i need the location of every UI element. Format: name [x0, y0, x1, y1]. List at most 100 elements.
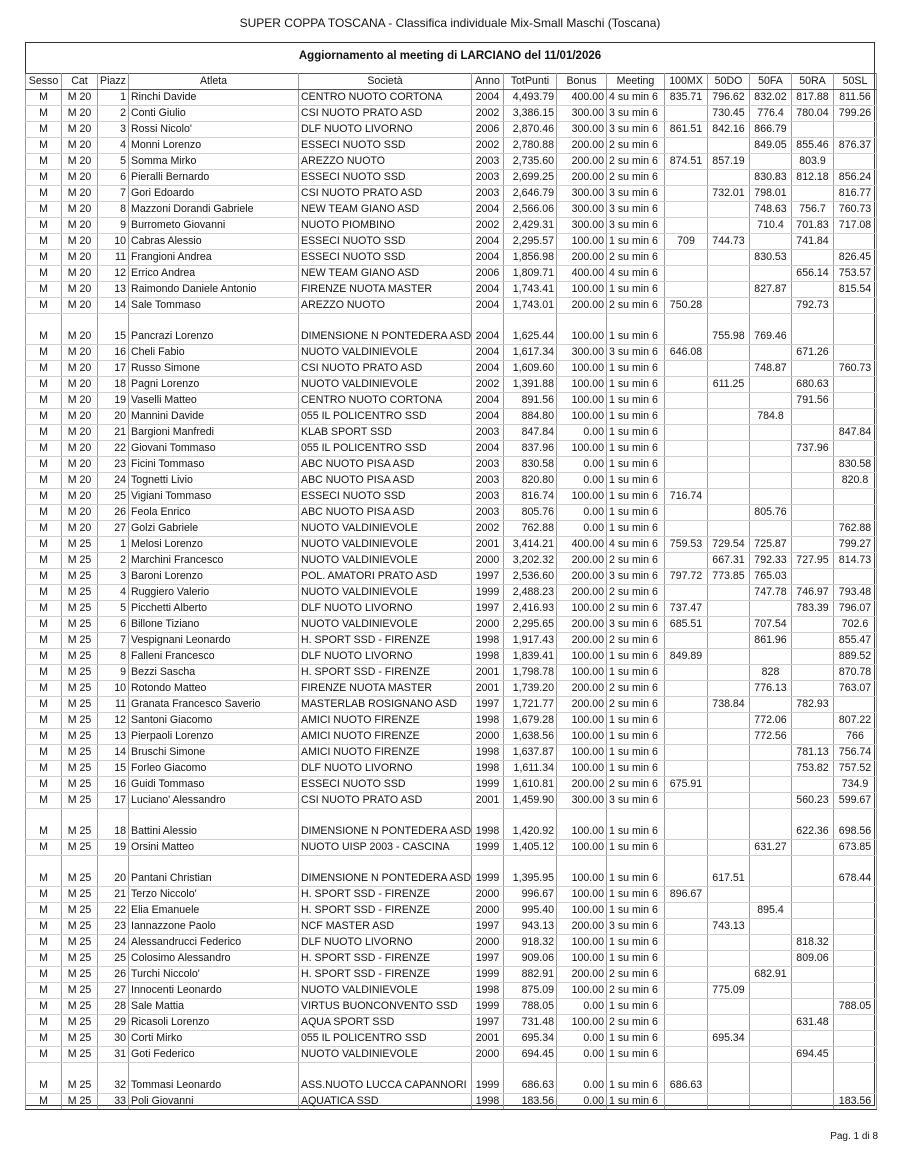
- cell-50ra: [791, 632, 834, 649]
- cell-50fa: [749, 472, 792, 489]
- cell-sesso: M: [25, 616, 62, 633]
- cell-totpunti: 1,459.90: [503, 792, 557, 809]
- cell-50do: [707, 902, 750, 919]
- cell-100mx: [664, 520, 708, 537]
- cell-50ra: [791, 918, 834, 935]
- cell-anno: 1998: [471, 744, 504, 761]
- cell-50ra: 656.14: [791, 265, 834, 282]
- cell-50ra: 671.26: [791, 344, 834, 361]
- cell-piazz: 11: [97, 696, 129, 713]
- cell-50ra: [791, 424, 834, 441]
- cell-piazz: 22: [97, 440, 129, 457]
- cell-cat: M 25: [61, 950, 98, 967]
- cell-bonus: 200.00: [556, 552, 607, 569]
- cell-atleta: Falleni Francesco: [128, 648, 299, 665]
- cell-sesso: M: [25, 1062, 62, 1094]
- cell-50sl: 876.37: [833, 137, 877, 154]
- cell-sesso: M: [25, 808, 62, 840]
- cell-societa: NUOTO UISP 2003 - CASCINA: [298, 839, 472, 856]
- cell-totpunti: 694.45: [503, 1046, 557, 1063]
- cell-societa: VIRTUS BUONCONVENTO SSD: [298, 998, 472, 1015]
- cell-100mx: [664, 1030, 708, 1047]
- column-header-meeting: Meeting: [606, 73, 665, 90]
- cell-sesso: M: [25, 185, 62, 202]
- cell-50fa: 631.27: [749, 839, 792, 856]
- column-header-bonus: Bonus: [556, 73, 607, 90]
- cell-totpunti: 1,798.78: [503, 664, 557, 681]
- cell-50do: [707, 1046, 750, 1063]
- cell-50sl: [833, 966, 877, 983]
- cell-meeting: 2 su min 6: [606, 966, 665, 983]
- cell-50sl: [833, 1030, 877, 1047]
- cell-cat: M 25: [61, 934, 98, 951]
- cell-50do: [707, 472, 750, 489]
- cell-50fa: 769.46: [749, 313, 792, 345]
- cell-meeting: 1 su min 6: [606, 360, 665, 377]
- cell-sesso: M: [25, 1093, 62, 1110]
- cell-piazz: 5: [97, 153, 129, 170]
- cell-50sl: 673.85: [833, 839, 877, 856]
- cell-sesso: M: [25, 344, 62, 361]
- cell-50do: [707, 966, 750, 983]
- cell-atleta: Turchi Niccolo': [128, 966, 299, 983]
- cell-sesso: M: [25, 472, 62, 489]
- cell-50do: [707, 998, 750, 1015]
- cell-cat: M 20: [61, 121, 98, 138]
- cell-50sl: 799.27: [833, 536, 877, 553]
- cell-totpunti: 1,721.77: [503, 696, 557, 713]
- cell-anno: 2003: [471, 504, 504, 521]
- cell-cat: M 20: [61, 392, 98, 409]
- cell-bonus: 0.00: [556, 1062, 607, 1094]
- cell-atleta: Pantani Christian: [128, 855, 299, 887]
- cell-piazz: 26: [97, 504, 129, 521]
- cell-piazz: 15: [97, 760, 129, 777]
- cell-cat: M 25: [61, 568, 98, 585]
- cell-100mx: [664, 504, 708, 521]
- cell-anno: 2000: [471, 552, 504, 569]
- cell-100mx: [664, 760, 708, 777]
- cell-societa: ASS.NUOTO LUCCA CAPANNORI: [298, 1062, 472, 1094]
- column-header-anno: Anno: [471, 73, 504, 90]
- cell-sesso: M: [25, 680, 62, 697]
- cell-anno: 1998: [471, 648, 504, 665]
- cell-50sl: 815.54: [833, 281, 877, 298]
- cell-sesso: M: [25, 376, 62, 393]
- cell-atleta: Conti Giulio: [128, 105, 299, 122]
- cell-50do: 842.16: [707, 121, 750, 138]
- cell-50fa: [749, 456, 792, 473]
- column-header-totpunti: TotPunti: [503, 73, 557, 90]
- cell-meeting: 3 su min 6: [606, 616, 665, 633]
- cell-atleta: Tognetti Livio: [128, 472, 299, 489]
- cell-cat: M 25: [61, 982, 98, 999]
- cell-50fa: [749, 1046, 792, 1063]
- cell-anno: 2003: [471, 472, 504, 489]
- cell-sesso: M: [25, 169, 62, 186]
- cell-100mx: [664, 696, 708, 713]
- cell-sesso: M: [25, 934, 62, 951]
- cell-societa: AMICI NUOTO FIRENZE: [298, 744, 472, 761]
- cell-50do: [707, 424, 750, 441]
- cell-piazz: 6: [97, 616, 129, 633]
- cell-50do: 755.98: [707, 313, 750, 345]
- cell-societa: H. SPORT SSD - FIRENZE: [298, 950, 472, 967]
- cell-anno: 2004: [471, 344, 504, 361]
- cell-totpunti: 2,699.25: [503, 169, 557, 186]
- cell-atleta: Picchetti Alberto: [128, 600, 299, 617]
- cell-meeting: 2 su min 6: [606, 600, 665, 617]
- cell-cat: M 25: [61, 1030, 98, 1047]
- cell-cat: M 20: [61, 344, 98, 361]
- cell-cat: M 25: [61, 792, 98, 809]
- cell-meeting: 1 su min 6: [606, 998, 665, 1015]
- cell-piazz: 4: [97, 137, 129, 154]
- cell-50do: 732.01: [707, 185, 750, 202]
- cell-50sl: [833, 918, 877, 935]
- cell-100mx: [664, 376, 708, 393]
